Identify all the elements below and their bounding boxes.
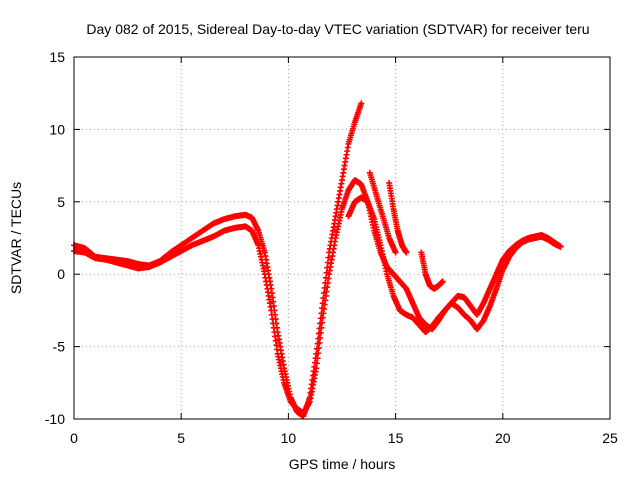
data-point — [403, 249, 410, 256]
data-point — [314, 355, 321, 362]
series-track-c — [345, 194, 564, 336]
x-tick-label: 25 — [602, 430, 618, 446]
chart-title: Day 082 of 2015, Sidereal Day-to-day VTE… — [86, 21, 589, 37]
y-tick-label: 15 — [49, 49, 65, 65]
y-axis-label: SDTVAR / TECUs — [8, 182, 24, 294]
series-track-d — [366, 169, 399, 256]
series-track-f — [418, 249, 446, 292]
x-tick-label: 20 — [495, 430, 511, 446]
data-point — [358, 100, 365, 107]
y-tick-label: 0 — [57, 266, 65, 282]
data-point — [318, 324, 325, 331]
x-axis-label: GPS time / hours — [289, 456, 396, 472]
plot-frame — [73, 56, 611, 420]
data-points — [71, 100, 564, 420]
data-point — [439, 278, 446, 285]
data-point — [316, 339, 323, 346]
y-tick-label: -5 — [53, 339, 66, 355]
x-tick-label: 0 — [70, 430, 78, 446]
data-point — [317, 334, 324, 341]
data-point — [319, 319, 326, 326]
data-point — [317, 329, 324, 336]
y-tick-label: -10 — [45, 411, 65, 427]
x-tick-label: 10 — [281, 430, 297, 446]
data-point — [392, 249, 399, 256]
y-tick-label: 10 — [49, 121, 65, 137]
x-tick-label: 15 — [388, 430, 404, 446]
x-tick-label: 5 — [177, 430, 185, 446]
data-point — [313, 365, 320, 372]
y-tick-label: 5 — [57, 194, 65, 210]
data-point — [315, 350, 322, 357]
data-point — [557, 243, 564, 250]
series-track-e — [386, 179, 410, 256]
axis-ticks: 0 5 10 15 20 25 -10 -5 0 5 10 15 — [45, 49, 618, 446]
data-point — [325, 254, 332, 261]
data-point — [313, 360, 320, 367]
data-point — [315, 345, 322, 352]
